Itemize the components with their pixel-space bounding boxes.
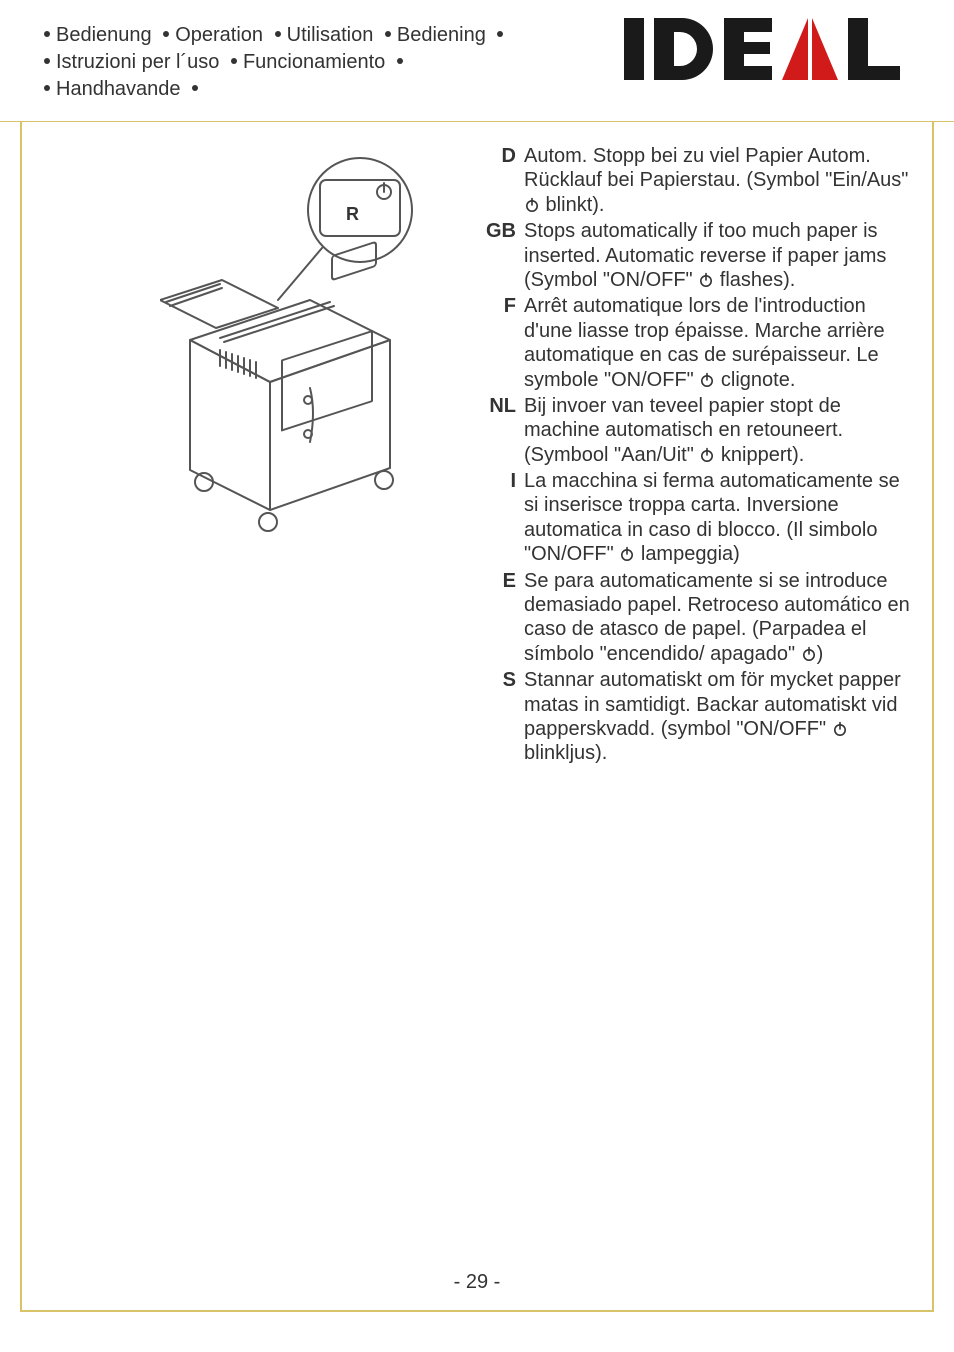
- instruction-text: La macchina si ferma automaticamente se …: [524, 469, 912, 567]
- instruction-row: I La macchina si ferma automaticamente s…: [472, 469, 912, 567]
- instruction-text: Arrêt automatique lors de l'introduction…: [524, 294, 912, 392]
- header-word: Istruzioni per l´uso: [56, 51, 219, 73]
- instruction-text: Stops automatically if too much paper is…: [524, 219, 912, 292]
- lang-code: F: [472, 294, 524, 392]
- ideal-logo: [624, 14, 924, 84]
- header-word: Bedienung: [56, 24, 152, 46]
- lang-code: D: [472, 144, 524, 217]
- instruction-row: NL Bij invoer van teveel papier stopt de…: [472, 394, 912, 467]
- instruction-row: GB Stops automatically if too much paper…: [472, 219, 912, 292]
- page-number: - 29 -: [22, 1271, 932, 1294]
- header-word: Operation: [175, 24, 263, 46]
- shredder-illustration: R: [160, 150, 440, 570]
- header-word: Handhavande: [56, 78, 181, 100]
- instruction-text: Stannar automatiskt om för mycket papper…: [524, 668, 912, 766]
- instruction-row: F Arrêt automatique lors de l'introducti…: [472, 294, 912, 392]
- header-word: Utilisation: [287, 24, 374, 46]
- header-word: Funcionamiento: [243, 51, 385, 73]
- instruction-text: Autom. Stopp bei zu viel Papier Autom. R…: [524, 144, 912, 217]
- instruction-text: Bij invoer van teveel papier stopt de ma…: [524, 394, 912, 467]
- instructions-block: D Autom. Stopp bei zu viel Papier Autom.…: [472, 144, 912, 768]
- lang-code: S: [472, 668, 524, 766]
- content-frame: R: [20, 122, 934, 1312]
- lang-code: I: [472, 469, 524, 567]
- page-header: Bedienung Operation Utilisation Bedienin…: [0, 0, 954, 113]
- reverse-button-label: R: [346, 204, 359, 224]
- instruction-row: E Se para automaticamente si se introduc…: [472, 569, 912, 667]
- instruction-row: S Stannar automatiskt om för mycket papp…: [472, 668, 912, 766]
- lang-code: NL: [472, 394, 524, 467]
- lang-code: GB: [472, 219, 524, 292]
- header-word: Bediening: [397, 24, 486, 46]
- instruction-row: D Autom. Stopp bei zu viel Papier Autom.…: [472, 144, 912, 217]
- manual-page: Bedienung Operation Utilisation Bedienin…: [0, 0, 954, 1352]
- instruction-text: Se para automaticamente si se introduce …: [524, 569, 912, 667]
- lang-code: E: [472, 569, 524, 667]
